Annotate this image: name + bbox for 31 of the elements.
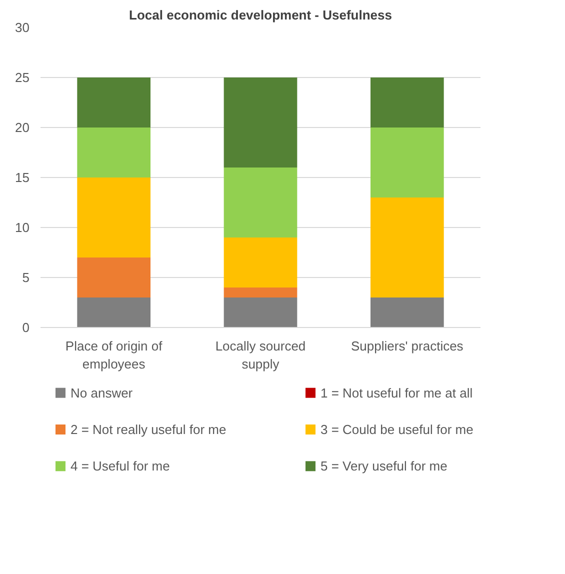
y-tick-label: 10 — [15, 220, 30, 235]
x-tick-label: Locally sourced supply — [215, 338, 306, 372]
bar — [224, 288, 298, 298]
y-tick-label: 15 — [15, 170, 30, 185]
legend-label: 1 = Not useful for me at all — [320, 385, 473, 400]
x-tick-label: Suppliers' practices — [351, 338, 464, 354]
legend-label: 4 = Useful for me — [70, 458, 170, 474]
bar — [370, 198, 444, 298]
bar — [224, 78, 298, 168]
chart-title: Local economic development - Usefulness — [129, 8, 392, 22]
bar — [224, 298, 298, 328]
bar — [77, 298, 150, 328]
x-tick-label: Place of origin of employees — [65, 338, 163, 372]
y-tick-label: 20 — [15, 120, 30, 135]
legend-label: 3 = Could be useful for me — [320, 422, 474, 437]
bar — [77, 178, 150, 258]
legend-label: 5 = Very useful for me — [320, 458, 448, 474]
bar — [77, 78, 150, 128]
bar — [370, 128, 444, 198]
y-tick-label: 5 — [22, 270, 30, 285]
bar — [77, 128, 150, 178]
bar — [77, 258, 150, 298]
legend-label: No answer — [70, 385, 134, 400]
y-tick-label: 0 — [22, 320, 30, 335]
y-tick-label: 25 — [15, 70, 30, 85]
bar — [370, 298, 444, 328]
bar — [224, 238, 298, 288]
legend-label: 2 = Not really useful for me — [70, 422, 226, 437]
y-tick-label: 30 — [15, 20, 30, 35]
bar — [370, 78, 444, 128]
bar — [224, 168, 298, 238]
